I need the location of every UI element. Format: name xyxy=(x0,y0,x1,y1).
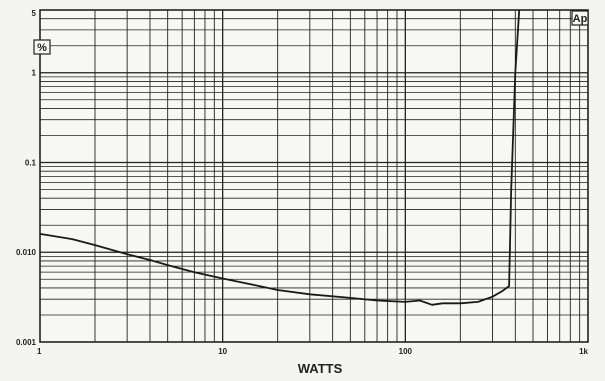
x-tick-label: 1k xyxy=(579,347,588,356)
ap-badge-box xyxy=(571,10,589,26)
major-gridlines xyxy=(40,10,588,342)
ap-badge: Ap xyxy=(571,10,589,26)
distortion-curve xyxy=(39,9,521,306)
y-tick-labels: 5 1 0.1 0.010 0.001 xyxy=(16,9,37,347)
x-tick-label: 100 xyxy=(399,347,413,356)
y-axis-unit-label: % xyxy=(37,42,47,54)
y-tick-label: 0.001 xyxy=(16,338,37,347)
y-tick-label: 1 xyxy=(32,69,37,78)
x-tick-label: 10 xyxy=(218,347,227,356)
x-tick-labels: 1 10 100 1k xyxy=(37,347,589,356)
y-tick-label: 5 xyxy=(32,9,37,18)
ap-badge-text: Ap xyxy=(573,13,588,25)
percent-unit-box: % xyxy=(33,39,51,55)
y-tick-label: 0.1 xyxy=(25,158,37,167)
x-tick-label: 1 xyxy=(37,347,42,356)
minor-gridlines xyxy=(40,10,588,342)
series-layer xyxy=(39,9,521,306)
percent-box xyxy=(33,39,51,55)
y-tick-label: 0.010 xyxy=(16,248,37,257)
plot-frame xyxy=(39,9,589,343)
x-axis-label: WATTS xyxy=(298,361,343,376)
